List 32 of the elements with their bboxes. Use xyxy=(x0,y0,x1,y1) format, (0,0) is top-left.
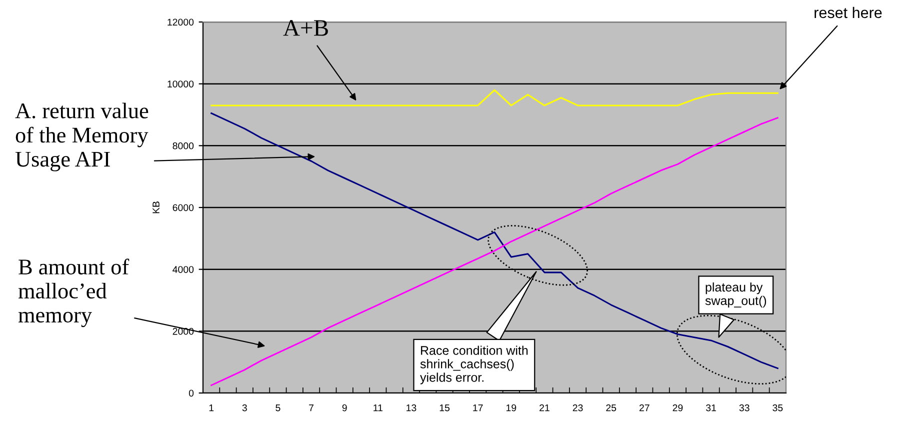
x-tick-label: 13 xyxy=(406,404,416,412)
y-tick-label: 10000 xyxy=(168,80,194,88)
x-tick-label: 17 xyxy=(473,404,483,412)
x-tick-label: 7 xyxy=(309,404,314,412)
text: B amount of malloc’ed memory xyxy=(18,258,130,328)
x-tick-label: 3 xyxy=(242,404,247,412)
x-tick-label: 35 xyxy=(772,404,783,412)
annotation: Race condition with shrink_cachses() yields error. xyxy=(420,346,528,384)
y-tick-label: 8000 xyxy=(172,142,194,150)
x-tick-label: 5 xyxy=(276,404,280,412)
x-tick-label: 31 xyxy=(706,404,716,412)
x-tick-label: 25 xyxy=(606,404,616,412)
x-tick-label: 1 xyxy=(209,404,214,412)
y-axis-title: KB xyxy=(152,202,160,214)
x-tick-label: 27 xyxy=(639,404,650,412)
y-tick-label: 12000 xyxy=(168,18,194,26)
x-tick-label: 21 xyxy=(540,404,550,412)
x-tick-label: 19 xyxy=(506,404,516,412)
x-tick-label: 15 xyxy=(440,404,450,412)
text: reset here xyxy=(814,6,882,18)
y-tick-label: 4000 xyxy=(172,266,194,273)
annotation: plateau by swap_out() xyxy=(705,282,766,308)
text: A. return value of the Memory Usage API xyxy=(15,102,148,172)
x-tick-label: 29 xyxy=(672,404,683,412)
x-tick-label: 33 xyxy=(739,404,750,412)
annotation: A+B xyxy=(283,20,328,36)
y-tick-label: 0 xyxy=(188,390,194,397)
x-tick-label: 11 xyxy=(374,404,382,412)
y-tick-label: 6000 xyxy=(172,204,194,212)
x-tick-label: 9 xyxy=(342,404,347,412)
x-tick-label: 23 xyxy=(572,404,583,412)
line-series xyxy=(210,89,778,106)
